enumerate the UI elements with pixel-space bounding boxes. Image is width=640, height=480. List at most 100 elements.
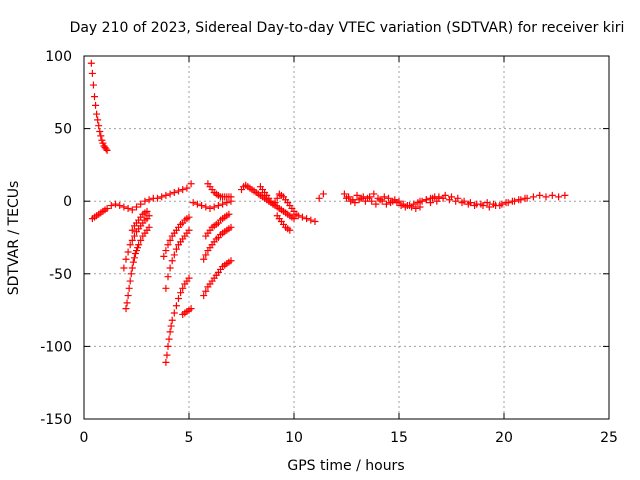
data-point <box>485 203 493 211</box>
data-point <box>193 200 201 208</box>
grid-lines <box>84 56 609 419</box>
data-point <box>89 81 97 89</box>
data-point <box>189 199 197 207</box>
data-point <box>102 145 110 153</box>
y-tick-label: -150 <box>40 412 72 428</box>
data-point <box>185 213 193 221</box>
data-point <box>202 251 210 259</box>
data-point <box>94 116 102 124</box>
data-point <box>298 213 306 221</box>
series-arc-low-1 <box>162 274 193 366</box>
data-point <box>124 204 132 212</box>
data-point <box>162 284 170 292</box>
x-axis-ticks: 0 5 10 15 20 25 <box>80 56 618 446</box>
x-tick-label: 5 <box>185 430 194 446</box>
data-point <box>227 223 235 231</box>
data-point <box>464 200 472 208</box>
data-point <box>452 197 460 205</box>
data-point <box>439 194 447 202</box>
data-point <box>166 328 174 336</box>
data-point <box>120 264 128 272</box>
series-arc-day-4 <box>294 190 327 226</box>
x-tick-label: 25 <box>600 430 618 446</box>
data-point <box>548 191 556 199</box>
data-point <box>137 236 145 244</box>
data-point <box>93 110 101 118</box>
data-point <box>397 202 405 210</box>
series-arc-day-2 <box>256 183 300 218</box>
data-point <box>364 194 371 202</box>
data-point <box>202 203 210 211</box>
data-point <box>389 197 397 205</box>
chart-title: Day 210 of 2023, Sidereal Day-to-day VTE… <box>70 20 625 36</box>
data-point <box>311 218 319 226</box>
data-point <box>490 200 497 208</box>
data-point <box>126 241 134 249</box>
data-point <box>343 194 350 202</box>
data-point <box>286 226 294 234</box>
data-point <box>376 196 384 204</box>
y-tick-label: 50 <box>54 122 72 138</box>
data-point <box>227 197 235 205</box>
data-point <box>185 274 193 282</box>
series-arc-mid-4 <box>204 180 235 201</box>
data-point <box>177 289 185 297</box>
data-point <box>128 264 136 272</box>
data-point <box>187 180 195 188</box>
data-point <box>427 199 434 207</box>
data-point <box>198 202 206 210</box>
data-point <box>542 193 550 201</box>
series-arc-mid-2 <box>200 223 235 263</box>
y-tick-label: -100 <box>40 339 72 355</box>
data-point <box>393 199 401 207</box>
data-point <box>319 190 327 198</box>
data-point <box>91 93 98 101</box>
data-point <box>406 202 413 210</box>
series-arc-mid-3 <box>202 210 233 240</box>
data-point <box>433 197 441 205</box>
data-point <box>125 284 133 292</box>
data-point <box>154 194 161 202</box>
data-point <box>370 190 378 198</box>
data-point <box>92 101 100 109</box>
data-point <box>273 194 281 202</box>
data-point <box>477 200 485 208</box>
data-point <box>412 204 420 212</box>
x-tick-label: 20 <box>495 430 513 446</box>
data-point <box>120 203 128 211</box>
x-tick-label: 10 <box>285 430 303 446</box>
data-point <box>351 199 359 207</box>
data-point <box>158 193 166 201</box>
series-arc-near-zero-1 <box>88 180 195 223</box>
data-point <box>168 257 176 265</box>
data-point <box>164 342 172 350</box>
data-point <box>271 199 279 207</box>
data-point <box>340 190 348 198</box>
data-point <box>175 294 182 302</box>
data-point <box>561 191 569 199</box>
data-point <box>183 184 191 192</box>
data-point <box>483 199 491 207</box>
data-point <box>170 309 178 317</box>
data-point <box>167 322 175 330</box>
data-point <box>536 191 544 199</box>
data-point <box>160 252 168 260</box>
data-point <box>385 194 392 202</box>
data-point <box>416 197 424 205</box>
x-axis-label: GPS time / hours <box>287 458 404 474</box>
data-point <box>145 212 153 220</box>
data-point <box>380 193 388 201</box>
series-arc-low-3 <box>160 213 193 260</box>
data-point <box>555 193 563 201</box>
data-point <box>355 196 363 204</box>
data-point <box>145 223 153 231</box>
data-point <box>163 351 171 359</box>
data-point <box>458 199 466 207</box>
data-point <box>166 190 174 198</box>
data-point <box>170 188 178 196</box>
series-arc-day-3 <box>273 212 294 234</box>
data-point <box>137 200 145 208</box>
data-point <box>168 316 176 324</box>
data-point <box>508 197 516 205</box>
